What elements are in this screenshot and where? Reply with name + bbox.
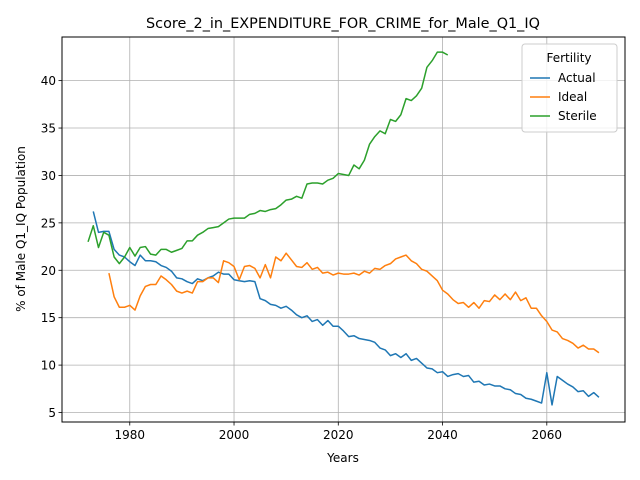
- x-tick-label: 2040: [427, 428, 458, 442]
- y-tick-label: 15: [41, 311, 56, 325]
- y-tick-label: 35: [41, 122, 56, 136]
- x-tick-label: 2060: [532, 428, 563, 442]
- y-tick-label: 10: [41, 359, 56, 373]
- plot-area-frame: [61, 36, 626, 423]
- y-axis-label: % of Male Q1_IQ Population: [14, 146, 28, 312]
- legend: Fertility Actual Ideal Sterile: [521, 43, 618, 133]
- y-axis-ticks: 5 10 15 20 25 30 35 40: [41, 74, 62, 420]
- x-tick-label: 2020: [323, 428, 354, 442]
- legend-box: [521, 43, 618, 133]
- x-tick-label: 1980: [114, 428, 145, 442]
- y-tick-label: 5: [48, 406, 56, 420]
- x-axis-ticks: 1980 2000 2020 2040 2060: [114, 422, 562, 442]
- y-tick-label: 25: [41, 216, 56, 230]
- legend-label-ideal: Ideal: [558, 90, 587, 104]
- series-line-ideal: [108, 252, 600, 354]
- legend-label-actual: Actual: [558, 71, 596, 85]
- grid-lines: [62, 37, 625, 422]
- series-line-actual: [92, 211, 600, 406]
- y-tick-label: 20: [41, 264, 56, 278]
- chart-title: Score_2_in_EXPENDITURE_FOR_CRIME_for_Mal…: [146, 16, 540, 32]
- x-tick-label: 2000: [219, 428, 250, 442]
- y-tick-label: 30: [41, 169, 56, 183]
- x-axis-label: Years: [326, 451, 359, 465]
- legend-title: Fertility: [546, 51, 591, 65]
- series-line-sterile: [87, 51, 449, 265]
- legend-label-sterile: Sterile: [558, 109, 597, 123]
- y-tick-label: 40: [41, 74, 56, 88]
- series-layer: [87, 51, 600, 406]
